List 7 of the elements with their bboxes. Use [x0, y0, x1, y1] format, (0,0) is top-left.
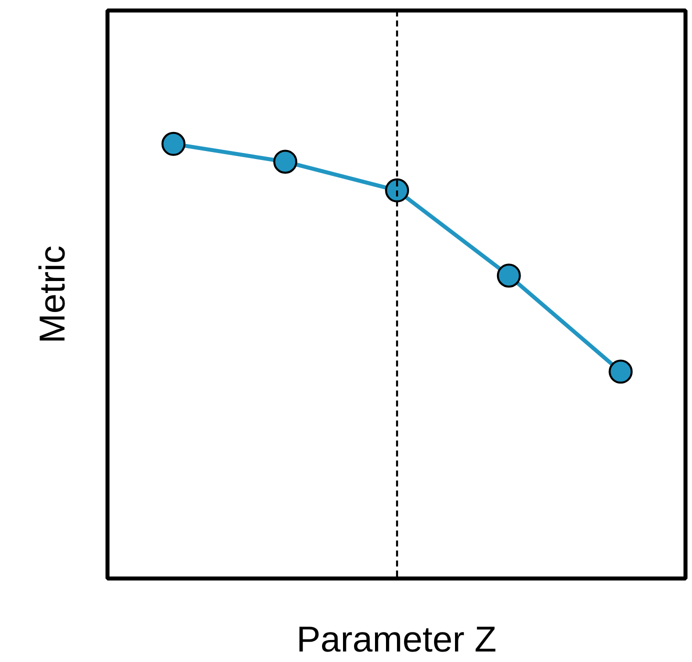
x-axis-title: Parameter Z: [296, 618, 497, 660]
point: [496, 264, 521, 288]
point: [608, 360, 633, 384]
point: [273, 150, 298, 174]
point: [385, 178, 410, 202]
point: [161, 132, 186, 156]
y-axis-title: Metric: [32, 246, 72, 344]
